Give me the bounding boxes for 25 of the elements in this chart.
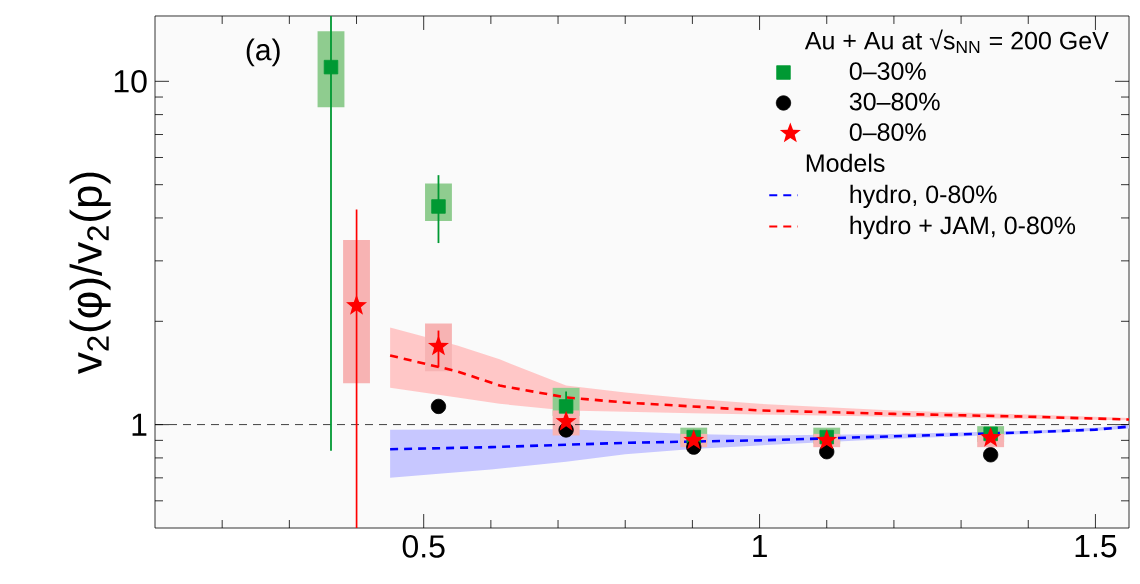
legend-label: hydro + JAM, 0-80% xyxy=(850,215,1076,240)
legend-label: 30–80% xyxy=(849,92,940,111)
point xyxy=(431,199,446,214)
y-tick-label: 10 xyxy=(114,70,147,93)
x-tick-label: 0.5 xyxy=(402,535,445,558)
bar xyxy=(343,240,370,384)
point xyxy=(558,399,574,414)
annotation: Models xyxy=(806,153,885,173)
point xyxy=(683,429,705,450)
legend-title: Au + Au at √s$_{NN}$ = 200 GeV xyxy=(804,29,1109,54)
point xyxy=(323,59,339,75)
point xyxy=(983,447,999,463)
point xyxy=(427,335,449,356)
y-axis-title: v$_{2}$(φ)/v$_{2}$(p) xyxy=(69,172,111,374)
point xyxy=(346,294,368,315)
point xyxy=(816,429,838,450)
point xyxy=(980,426,1002,447)
legend-label: 0–80% xyxy=(849,123,926,141)
point xyxy=(430,398,447,415)
x-tick-label: 1 xyxy=(753,535,767,558)
legend-label: hydro, 0-80% xyxy=(850,184,997,209)
legend-label: 0–30% xyxy=(849,62,926,80)
x-tick-label: 1.5 xyxy=(1075,535,1117,558)
point xyxy=(555,410,577,431)
annotation: (a) xyxy=(246,38,280,67)
